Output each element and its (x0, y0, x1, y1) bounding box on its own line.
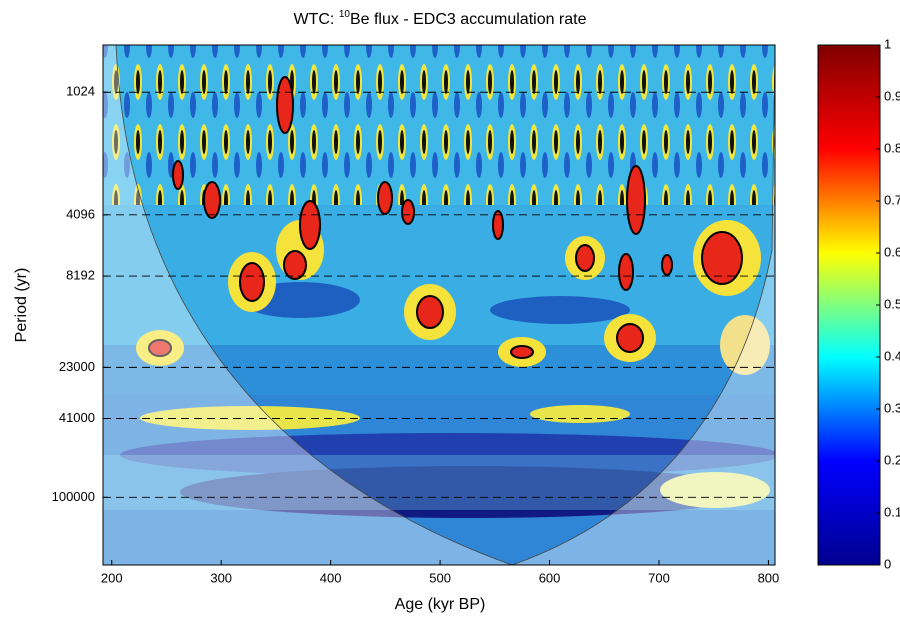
chart-title: WTC: 10Be flux - EDC3 accumulation rate (294, 9, 587, 29)
x-tick-label: 200 (101, 570, 123, 585)
plot-frame (102, 44, 776, 566)
heatmap-field (103, 45, 775, 565)
colorbar-tick-label: 0.1 (884, 504, 900, 519)
y-tick-label: 1024 (66, 84, 95, 99)
colorbar-tick-label: 0.2 (884, 452, 900, 467)
colorbar-tick-label: 0.8 (884, 140, 900, 155)
y-tick-label: 8192 (66, 268, 95, 283)
colorbar-tick-label: 0 (884, 556, 891, 571)
x-tick-label: 600 (539, 570, 561, 585)
y-tick-label: 41000 (59, 410, 95, 425)
y-tick-label: 4096 (66, 206, 95, 221)
x-tick-label: 300 (210, 570, 232, 585)
y-tick-label: 23000 (59, 359, 95, 374)
colorbar-tick-label: 0.6 (884, 244, 900, 259)
title-part: WTC: (294, 11, 339, 28)
x-tick-label: 500 (429, 570, 451, 585)
colorbar (817, 44, 881, 566)
colorbar-tick-label: 0.4 (884, 348, 900, 363)
title-superscript: 10 (339, 9, 351, 20)
title-part: Be flux - EDC3 accumulation rate (350, 11, 587, 28)
colorbar-tick-label: 1 (884, 36, 891, 51)
x-axis-label: Age (kyr BP) (395, 596, 486, 613)
colorbar-tick-label: 0.5 (884, 296, 900, 311)
x-tick-label: 800 (758, 570, 780, 585)
y-tick-label: 100000 (52, 489, 95, 504)
x-tick-label: 400 (320, 570, 342, 585)
colorbar-tick-label: 0.9 (884, 88, 900, 103)
colorbar-tick-label: 0.3 (884, 400, 900, 415)
x-tick-label: 700 (648, 570, 670, 585)
colorbar-tick-label: 0.7 (884, 192, 900, 207)
y-axis-label: Period (yr) (13, 268, 30, 343)
